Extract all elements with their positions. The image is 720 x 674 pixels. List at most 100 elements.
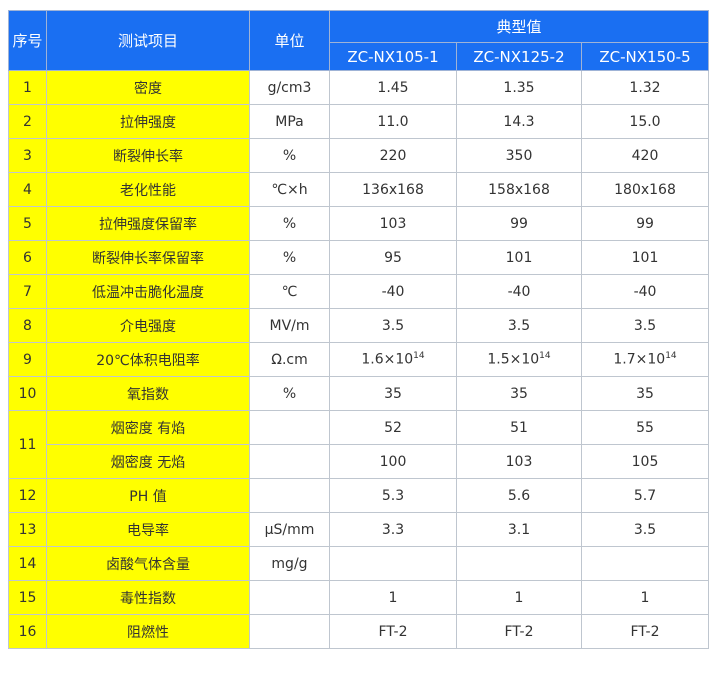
row-value: FT-2 [329,614,457,649]
value-text: 100 [379,453,407,470]
row-item: 低温冲击脆化温度 [46,274,250,309]
table-row: 15 毒性指数 1 1 1 [8,580,710,615]
row-value: 1.7×1014 [580,342,710,377]
row-value: -40 [456,274,582,309]
value-text: -40 [507,283,531,300]
value-text: 35 [510,385,528,402]
value-text: 1.32 [629,79,661,96]
value-text: 350 [505,147,533,164]
row-number: 11 [8,410,47,479]
row-unit: ℃ [249,274,330,309]
row-unit [249,580,330,615]
value-text: 1.7×10 [613,351,666,368]
row-value: 52 [329,410,457,445]
header-unit: 单位 [249,10,330,71]
row-item: 毒性指数 [46,580,250,615]
row-item: 氧指数 [46,376,250,411]
row-unit: % [249,206,330,241]
row-value: -40 [329,274,457,309]
row-value: 105 [580,444,710,479]
table-row: 5 拉伸强度保留率% 103 99 99 [8,206,710,241]
row-value: 3.5 [456,308,582,343]
row-item: 断裂伸长率保留率 [46,240,250,275]
row-value: 35 [580,376,710,411]
row-value: 55 [580,410,710,445]
row-value: 1.35 [456,70,582,105]
value-text: 95 [384,249,402,266]
row-number: 1 [8,70,47,105]
table-row: 6 断裂伸长率保留率% 95 101 101 [8,240,710,275]
value-text: 3.1 [507,521,531,538]
value-text: 136x168 [362,181,424,198]
row-unit: % [249,240,330,275]
table-row: 1 密度 g/cm3 1.45 1.35 1.32 [8,70,710,105]
value-text: 180x168 [614,181,676,198]
row-value: 51 [456,410,582,445]
table-row: 7 低温冲击脆化温度 ℃ -40 -40 -40 [8,274,710,309]
row-unit [249,410,330,445]
row-value: 420 [580,138,710,173]
value-text: 101 [505,249,533,266]
row-value [456,546,582,581]
header-index: 序号 [8,10,47,71]
value-text: 220 [379,147,407,164]
row-value: FT-2 [580,614,710,649]
row-number: 3 [8,138,47,173]
value-text: 1 [388,589,398,606]
value-text: 1.6×10 [361,351,414,368]
row-value: 35 [329,376,457,411]
value-exponent: 14 [539,351,551,362]
row-value: 99 [580,206,710,241]
value-text: 5.3 [381,487,405,504]
value-text: FT-2 [504,623,534,640]
value-text: 5.6 [507,487,531,504]
table-row: 8 介电强度 MV/m 3.5 3.5 3.5 [8,308,710,343]
row-number: 7 [8,274,47,309]
table-row: 2 拉伸强度 MPa 11.0 14.3 15.0 [8,104,710,139]
value-text: 3.5 [633,521,657,538]
row-unit [249,444,330,479]
row-value: -40 [580,274,710,309]
row-item: 断裂伸长率 [46,138,250,173]
row-value: 5.3 [329,478,457,513]
row-value [580,546,710,581]
value-text: 5.7 [633,487,657,504]
row-item: 密度 [46,70,250,105]
row-unit: MV/m [249,308,330,343]
value-text: 103 [379,215,407,232]
value-text: 14.3 [503,113,535,130]
row-item: 20℃体积电阻率 [46,342,250,377]
row-value: 101 [456,240,582,275]
row-number: 16 [8,614,47,649]
row-value: 158x168 [456,172,582,207]
row-item: 阻燃性 [46,614,250,649]
value-text: -40 [381,283,405,300]
row-number: 12 [8,478,47,513]
row-value: 5.6 [456,478,582,513]
row-unit: Ω.cm [249,342,330,377]
row-value: 95 [329,240,457,275]
row-item: 介电强度 [46,308,250,343]
value-text: 35 [636,385,654,402]
row-value: 1 [580,580,710,615]
row-value: 1 [329,580,457,615]
table-row: 13 电导率 μS/mm 3.3 3.1 3.5 [8,512,710,547]
row-value: 100 [329,444,457,479]
row-item: 拉伸强度 [46,104,250,139]
row-value: 3.5 [329,308,457,343]
row-value: 1.45 [329,70,457,105]
row-number: 13 [8,512,47,547]
row-value: 15.0 [580,104,710,139]
row-value: 5.7 [580,478,710,513]
header-typical: 典型值 [328,10,710,43]
table-row: 4 老化性能 ℃×h 136x168 158x168 180x168 [8,172,710,207]
value-text: 3.5 [381,317,405,334]
row-unit [249,478,330,513]
row-value: 103 [456,444,582,479]
value-text: 3.5 [633,317,657,334]
row-number: 6 [8,240,47,275]
table-row: 10 氧指数% 35 35 35 [8,376,710,411]
row-number: 2 [8,104,47,139]
value-text: 99 [636,215,654,232]
value-text: 1 [640,589,650,606]
